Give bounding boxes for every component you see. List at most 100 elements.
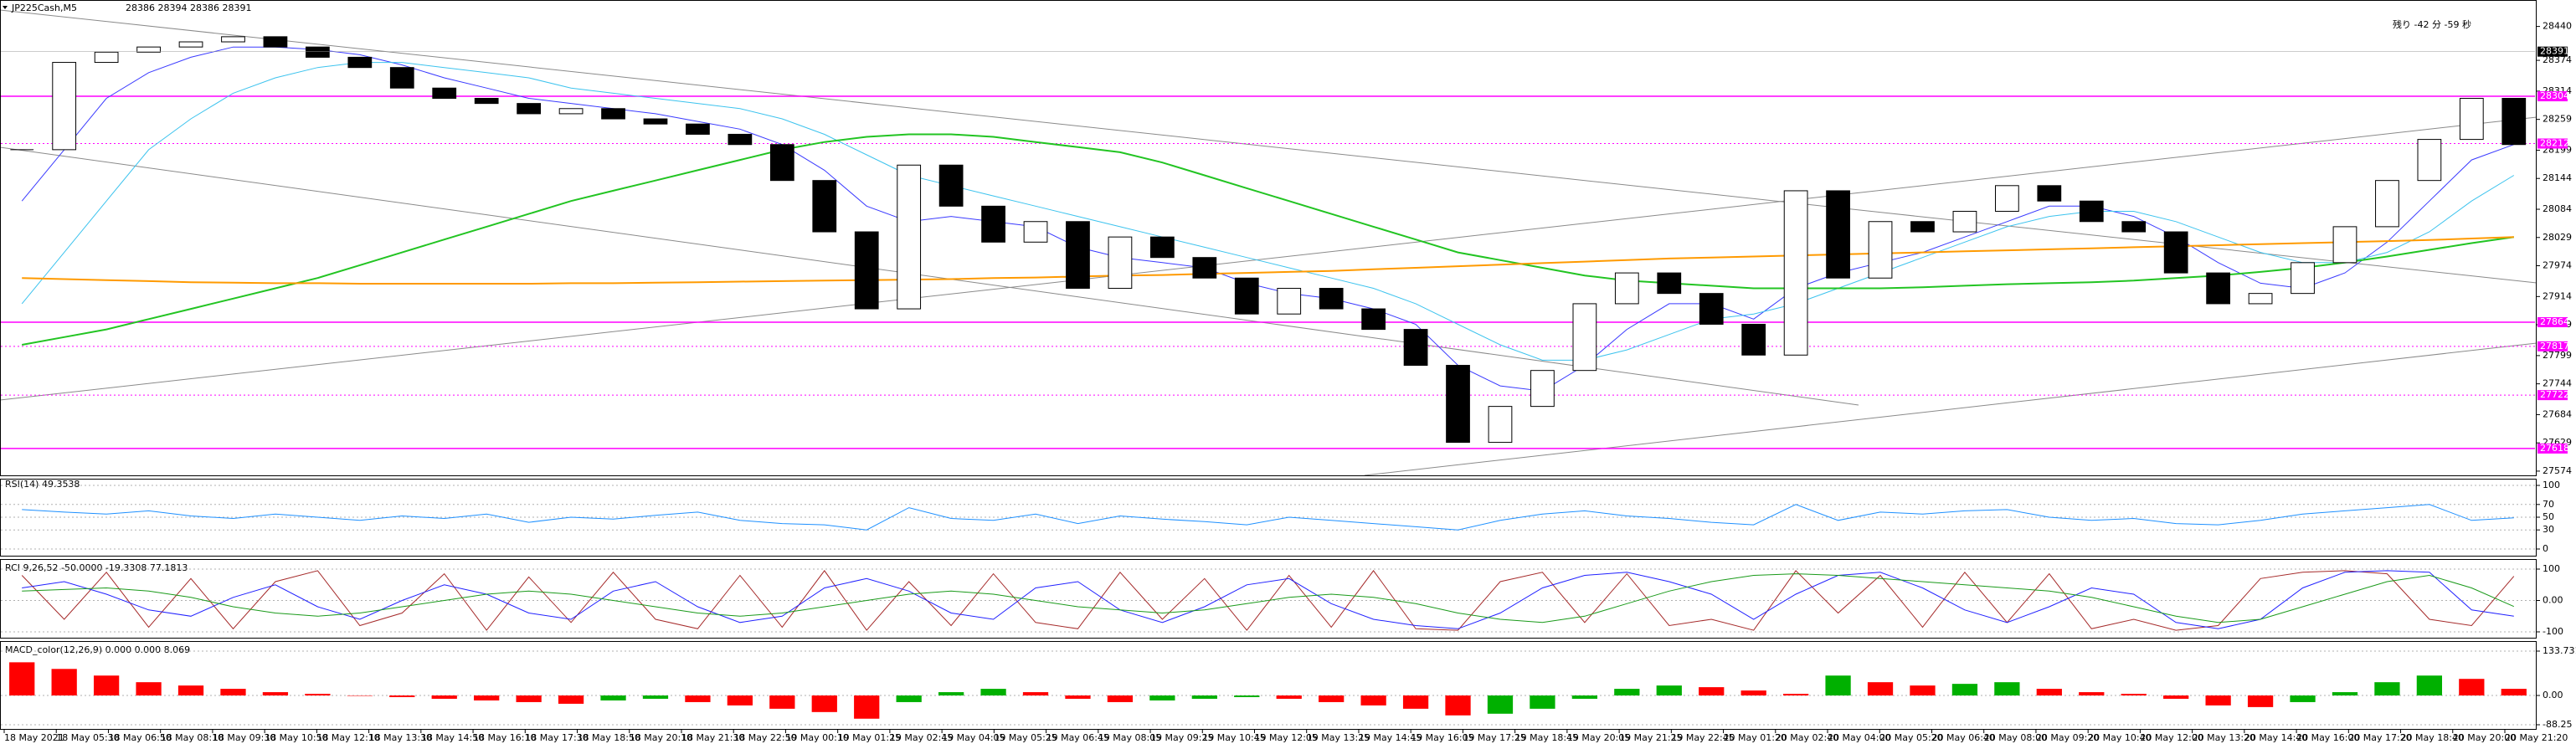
candle bbox=[1614, 272, 1639, 305]
level-label: 27864 bbox=[2540, 316, 2569, 327]
candle bbox=[643, 118, 668, 125]
y-tick-label: 28029 bbox=[2543, 232, 2572, 243]
x-tick-label: 19 May 14:45 bbox=[1359, 732, 1422, 743]
candle bbox=[2206, 272, 2230, 305]
candle bbox=[1868, 221, 1893, 279]
candle bbox=[1234, 277, 1259, 315]
level-label: 27817 bbox=[2540, 341, 2569, 351]
histogram-bar bbox=[1910, 685, 1936, 696]
candle bbox=[1826, 190, 1850, 279]
level-label-box bbox=[2537, 390, 2568, 401]
x-tick-label: 20 May 20:00 bbox=[2453, 732, 2516, 743]
candle bbox=[347, 56, 373, 69]
histogram-bar bbox=[1951, 684, 1978, 696]
histogram-bar bbox=[136, 682, 162, 696]
x-tick-label: 20 May 17:20 bbox=[2348, 732, 2411, 743]
candle bbox=[1783, 190, 1808, 356]
x-tick-label: 18 May 08:10 bbox=[161, 732, 224, 743]
histogram-bar bbox=[2374, 682, 2400, 696]
histogram-bar bbox=[2163, 695, 2189, 699]
histogram-bar bbox=[685, 695, 711, 702]
candle bbox=[897, 164, 922, 310]
x-tick-label: 18 May 10:50 bbox=[265, 732, 327, 743]
histogram-bar bbox=[1825, 675, 1851, 696]
level-label-box bbox=[2537, 138, 2568, 149]
histogram-bar bbox=[1699, 687, 1725, 696]
x-tick-label: 20 May 05:20 bbox=[1879, 732, 1942, 743]
candle bbox=[389, 67, 414, 89]
histogram-bar bbox=[1149, 695, 1175, 700]
x-tick-label: 20 May 08:00 bbox=[1984, 732, 2047, 743]
x-tick-label: 18 May 12:10 bbox=[316, 732, 379, 743]
histogram-bar bbox=[516, 695, 542, 702]
x-tick-label: 19 May 05:25 bbox=[994, 732, 1057, 743]
y-tick-label: 27799 bbox=[2543, 350, 2572, 361]
pane-title: JP225Cash,M5 bbox=[11, 3, 77, 13]
x-tick-label: 18 May 2021 bbox=[4, 732, 64, 743]
x-tick-label: 18 May 06:50 bbox=[108, 732, 171, 743]
histogram-bar bbox=[2416, 675, 2443, 696]
level-label: 28304 bbox=[2540, 90, 2569, 101]
candle bbox=[2163, 231, 2188, 274]
histogram-bar bbox=[1782, 694, 1809, 696]
x-tick-label: 19 May 12:05 bbox=[1255, 732, 1318, 743]
indicator-line bbox=[22, 573, 2515, 623]
candle bbox=[306, 46, 330, 58]
histogram-bar bbox=[2036, 689, 2062, 696]
x-tick-label: 18 May 18:50 bbox=[578, 732, 640, 743]
histogram-bar bbox=[2079, 692, 2105, 696]
current-price-label: 28391 bbox=[2540, 46, 2569, 57]
histogram-bar bbox=[1614, 689, 1640, 696]
candle bbox=[1403, 329, 1428, 367]
x-tick-label: 19 May 18:45 bbox=[1515, 732, 1578, 743]
histogram-bar bbox=[1656, 685, 1682, 696]
x-tick-label: 20 May 13:20 bbox=[2193, 732, 2255, 743]
y-tick-label: 28144 bbox=[2543, 172, 2572, 183]
histogram-bar bbox=[2121, 694, 2147, 696]
histogram-bar bbox=[558, 695, 584, 704]
candle bbox=[728, 133, 753, 146]
histogram-bar bbox=[642, 695, 669, 699]
pane-title: RCI 9,26,52 -50.0000 -19.3308 77.1813 bbox=[5, 562, 188, 573]
candle bbox=[1741, 323, 1766, 356]
x-tick-label: 19 May 20:05 bbox=[1567, 732, 1630, 743]
candle bbox=[1995, 185, 2019, 212]
y-tick-label: 0 bbox=[2543, 543, 2548, 554]
x-tick-label: 20 May 09:20 bbox=[2036, 732, 2099, 743]
candle bbox=[812, 180, 837, 233]
level-label-box bbox=[2537, 443, 2568, 454]
x-tick-label: 19 May 21:25 bbox=[1619, 732, 1682, 743]
x-tick-label: 18 May 13:30 bbox=[369, 732, 432, 743]
y-tick-label: 28374 bbox=[2543, 54, 2572, 65]
candle bbox=[2291, 262, 2315, 295]
histogram-bar bbox=[1107, 695, 1134, 702]
pane-frame bbox=[0, 0, 2537, 476]
candle bbox=[1910, 221, 1935, 233]
x-tick-label: 19 May 08:05 bbox=[1098, 732, 1161, 743]
level-label: 28212 bbox=[2540, 137, 2569, 148]
x-tick-label: 20 May 04:00 bbox=[1828, 732, 1890, 743]
candle bbox=[769, 144, 794, 182]
candle bbox=[938, 164, 964, 207]
x-tick-label: 19 May 06:45 bbox=[1046, 732, 1109, 743]
candle bbox=[2079, 200, 2104, 223]
y-tick-label: 30 bbox=[2543, 524, 2554, 535]
level-label: 27722 bbox=[2540, 389, 2569, 400]
candle bbox=[854, 231, 879, 310]
x-tick-label: 20 May 02:40 bbox=[1776, 732, 1838, 743]
pane-frames bbox=[0, 0, 2537, 730]
y-tick-label: 27574 bbox=[2543, 465, 2572, 476]
candle bbox=[1192, 257, 1217, 279]
histogram-bar bbox=[854, 695, 880, 719]
x-tick-label: 20 May 16:00 bbox=[2296, 732, 2359, 743]
histogram-bar bbox=[938, 692, 964, 696]
y-tick-label: 28259 bbox=[2543, 114, 2572, 125]
candle bbox=[686, 123, 710, 135]
current-price-box bbox=[2537, 46, 2568, 57]
y-tick-label: 50 bbox=[2543, 511, 2554, 522]
y-tick-label: 27744 bbox=[2543, 378, 2572, 389]
trend-line bbox=[0, 9, 2537, 284]
histogram-bar bbox=[1740, 690, 1766, 696]
candle bbox=[263, 36, 288, 48]
